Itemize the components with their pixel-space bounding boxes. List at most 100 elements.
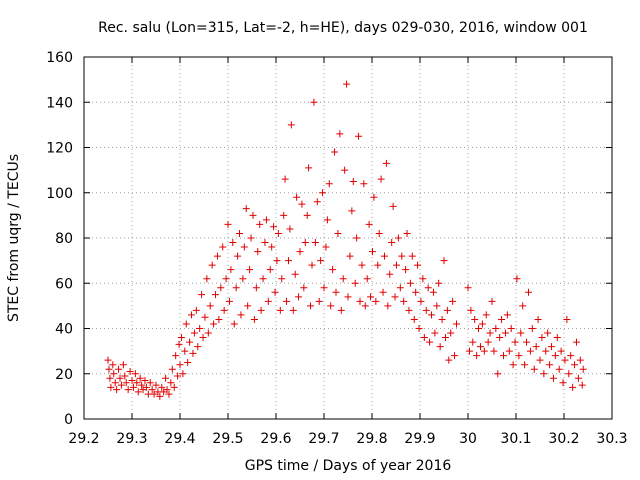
data-point [451, 352, 459, 360]
data-point [515, 352, 523, 360]
data-point [311, 239, 319, 247]
data-point [247, 234, 255, 242]
data-point [320, 284, 328, 292]
data-point [124, 386, 132, 394]
data-point [284, 257, 292, 265]
data-point [295, 293, 303, 301]
data-point [198, 291, 206, 299]
data-point [138, 381, 146, 389]
data-point [467, 306, 475, 314]
data-point [287, 121, 295, 129]
data-point [549, 374, 557, 382]
x-tick-label: 29.8 [356, 431, 387, 447]
data-point [367, 293, 375, 301]
x-tick-label: 30.3 [596, 431, 627, 447]
data-point [327, 302, 335, 310]
data-point [329, 266, 337, 274]
data-point [394, 234, 402, 242]
data-point [150, 390, 158, 398]
data-point [488, 297, 496, 305]
data-point [538, 334, 546, 342]
data-point [242, 205, 250, 213]
data-point [353, 234, 361, 242]
data-point [222, 275, 230, 283]
data-point [348, 207, 356, 215]
data-point [551, 352, 559, 360]
data-point [440, 257, 448, 265]
data-point [375, 229, 383, 237]
data-point [204, 329, 212, 337]
data-point [194, 343, 202, 351]
data-point [374, 261, 382, 269]
grid-lines [84, 57, 612, 419]
data-point [300, 284, 308, 292]
data-point [420, 334, 428, 342]
data-point [559, 379, 567, 387]
data-point [349, 177, 357, 185]
data-point [476, 343, 484, 351]
data-point [259, 275, 267, 283]
data-point [447, 329, 455, 337]
data-point [237, 311, 245, 319]
y-tick-label: 80 [55, 231, 73, 247]
x-tick-labels: 29.2 29.3 29.4 29.5 29.6 29.7 29.8 29.9 30 30.1 30… [68, 431, 627, 447]
data-point [361, 302, 369, 310]
data-point [280, 211, 288, 219]
data-point [168, 365, 176, 373]
y-tick-label: 140 [46, 95, 73, 111]
data-point [148, 386, 156, 394]
data-point [219, 243, 227, 251]
data-point [391, 293, 399, 301]
data-point [475, 325, 483, 332]
data-point [111, 379, 119, 387]
data-point [526, 347, 534, 355]
data-point [129, 383, 137, 391]
x-tick-label: 30.1 [500, 431, 531, 447]
data-point [264, 297, 272, 305]
data-point [410, 315, 418, 323]
data-point [365, 220, 373, 228]
data-point [351, 279, 359, 287]
data-point [555, 365, 563, 373]
data-point [517, 329, 525, 337]
data-point [110, 370, 118, 378]
data-point [519, 302, 527, 310]
data-point [435, 279, 443, 287]
data-point [146, 379, 154, 387]
data-point [186, 338, 194, 346]
data-point [331, 148, 339, 156]
data-point [307, 302, 315, 310]
data-point [417, 297, 425, 305]
data-point [344, 293, 352, 301]
data-point [341, 166, 349, 174]
data-point [336, 130, 344, 138]
x-tick-label: 29.4 [164, 431, 195, 447]
data-point [441, 334, 449, 342]
data-point [189, 349, 197, 357]
data-point [142, 383, 150, 391]
data-point [492, 325, 500, 332]
data-point [567, 352, 575, 360]
data-point [505, 347, 513, 355]
data-point [478, 320, 486, 328]
data-point [507, 325, 515, 332]
data-point [486, 329, 494, 337]
data-point [561, 356, 569, 364]
data-point [192, 306, 200, 314]
data-point [380, 252, 388, 260]
data-point [281, 175, 289, 183]
y-tick-label: 60 [55, 276, 73, 292]
data-point [368, 248, 376, 256]
data-point [578, 381, 586, 389]
y-tick-label: 100 [46, 186, 73, 202]
data-point [109, 361, 117, 369]
data-point [343, 80, 351, 88]
data-point [402, 266, 410, 274]
data-point [563, 315, 571, 323]
data-point [484, 338, 492, 346]
data-point [574, 374, 582, 382]
data-point [388, 239, 396, 247]
data-point [443, 306, 451, 314]
data-point [414, 261, 422, 269]
